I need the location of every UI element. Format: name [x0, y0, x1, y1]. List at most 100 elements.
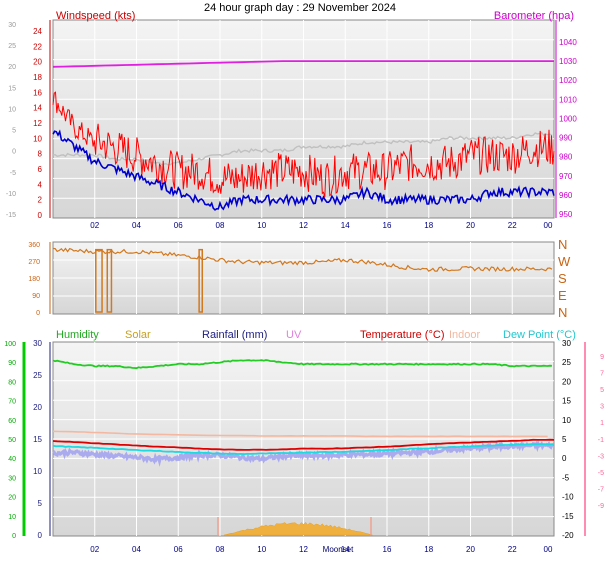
x-tick-label: 08 — [216, 221, 225, 230]
temperature-f-tick: 9 — [600, 354, 604, 361]
windspeed-gust-line — [52, 91, 555, 198]
windspeed-tick: 22 — [33, 42, 42, 51]
legend-item: Dew Point (°C) — [503, 329, 576, 341]
temperature-tick: -10 — [562, 493, 574, 502]
dew-point-line — [52, 443, 555, 456]
temperature-tick: 30 — [562, 339, 571, 348]
windspeed-tick: 10 — [33, 134, 42, 143]
direction-tick: 0 — [36, 310, 40, 317]
grey-scale-tick: 10 — [8, 106, 16, 113]
barometer-tick: 950 — [559, 210, 573, 219]
x-tick-label: 14 — [341, 545, 350, 554]
barometer-axis-label: Barometer (hpa) — [494, 10, 574, 22]
humidity-tick: 50 — [8, 437, 16, 444]
grey-scale-tick: -10 — [6, 191, 16, 198]
humidity-tick: 100 — [4, 341, 16, 348]
windspeed-tick: 18 — [33, 73, 42, 82]
grey-scale-tick: 0 — [12, 149, 16, 156]
direction-drop — [95, 248, 103, 313]
grey-band-line — [52, 439, 554, 467]
direction-tick: 270 — [28, 259, 40, 266]
x-tick-label: 08 — [216, 545, 225, 554]
x-tick-label: 04 — [132, 545, 141, 554]
windspeed-tick: 24 — [33, 27, 42, 36]
graph-title: 24 hour graph day : 29 November 2024 — [204, 2, 396, 14]
temperature-f-tick: 5 — [600, 387, 604, 394]
rainfall-tick: 0 — [38, 531, 43, 540]
barometer-tick: 990 — [559, 134, 573, 143]
temperature-panel: Humidity Solar Rainfall (mm) UV Temperature … — [4, 329, 604, 554]
temperature-f-tick: -3 — [598, 453, 604, 460]
indoor-line — [52, 430, 548, 438]
humidity-tick: 80 — [8, 379, 16, 386]
x-tick-label: 10 — [257, 545, 266, 554]
temperature-tick: 0 — [562, 454, 567, 463]
x-tick-label: 12 — [299, 545, 308, 554]
barometer-tick: 980 — [559, 153, 573, 162]
direction-tick: 360 — [28, 242, 40, 249]
windspeed-axis-label: Windspeed (kts) — [56, 10, 135, 22]
moonset-label: Moonset — [323, 545, 354, 554]
legend-item: Indoor — [449, 329, 481, 341]
direction-drop — [106, 248, 113, 313]
grey-scale-tick: 30 — [8, 22, 16, 29]
humidity-tick: 0 — [12, 533, 16, 540]
windspeed-tick: 0 — [38, 211, 43, 220]
x-tick-label: 18 — [424, 221, 433, 230]
x-tick-label: 06 — [174, 545, 183, 554]
rainfall-tick: 10 — [33, 467, 42, 476]
rainfall-tick: 20 — [33, 403, 42, 412]
temperature-tick: -15 — [562, 512, 574, 521]
temperature-tick: -5 — [562, 473, 570, 482]
windspeed-tick: 14 — [33, 104, 42, 113]
compass-tick: N — [558, 305, 567, 320]
compass-tick: E — [558, 288, 567, 303]
temperature-f-tick: -9 — [598, 503, 604, 510]
windspeed-tick: 2 — [38, 196, 43, 205]
windspeed-tick: 20 — [33, 58, 42, 67]
barometer-tick: 1040 — [559, 38, 577, 47]
temperature-tick: 5 — [562, 435, 567, 444]
temperature-f-tick: 1 — [600, 420, 604, 427]
x-tick-label: 00 — [544, 545, 553, 554]
temperature-f-tick: -1 — [598, 437, 604, 444]
barometer-tick: 1030 — [559, 57, 577, 66]
humidity-tick: 40 — [8, 456, 16, 463]
barometer-tick: 960 — [559, 191, 573, 200]
x-tick-label: 20 — [466, 221, 475, 230]
wind-direction-line — [52, 247, 553, 273]
direction-tick: 90 — [32, 293, 40, 300]
x-tick-label: 06 — [174, 221, 183, 230]
legend-item: Temperature (°C) — [360, 329, 444, 341]
x-tick-label: 02 — [90, 545, 99, 554]
temperature-tick: 10 — [562, 416, 571, 425]
barometer-line — [52, 60, 554, 68]
windspeed-average-line — [52, 129, 555, 211]
barometer-tick: 1020 — [559, 76, 577, 85]
compass-tick: N — [558, 237, 567, 252]
barometer-tick: 970 — [559, 172, 573, 181]
x-tick-label: 18 — [424, 545, 433, 554]
wind-panel: Windspeed (kts) Barometer (hpa) 30252015… — [6, 10, 577, 230]
compass-tick: W — [558, 254, 571, 269]
temperature-f-tick: 7 — [600, 371, 604, 378]
legend-item: UV — [286, 329, 302, 341]
direction-tick: 180 — [28, 276, 40, 283]
windspeed-tick: 12 — [33, 119, 42, 128]
legend-item: Rainfall (mm) — [202, 329, 267, 341]
rainfall-tick: 30 — [33, 339, 42, 348]
direction-drop — [198, 248, 204, 313]
x-tick-label: 14 — [341, 221, 350, 230]
temperature-tick: -20 — [562, 531, 574, 540]
temperature-f-tick: -5 — [598, 470, 604, 477]
x-tick-label: 12 — [299, 221, 308, 230]
humidity-tick: 70 — [8, 399, 16, 406]
x-tick-label: 10 — [257, 221, 266, 230]
grey-scale-tick: 20 — [8, 64, 16, 71]
rainfall-tick: 15 — [33, 435, 42, 444]
temperature-f-tick: 3 — [600, 404, 604, 411]
humidity-line — [52, 359, 552, 370]
x-tick-label: 02 — [90, 221, 99, 230]
grey-scale-tick: -5 — [10, 170, 16, 177]
